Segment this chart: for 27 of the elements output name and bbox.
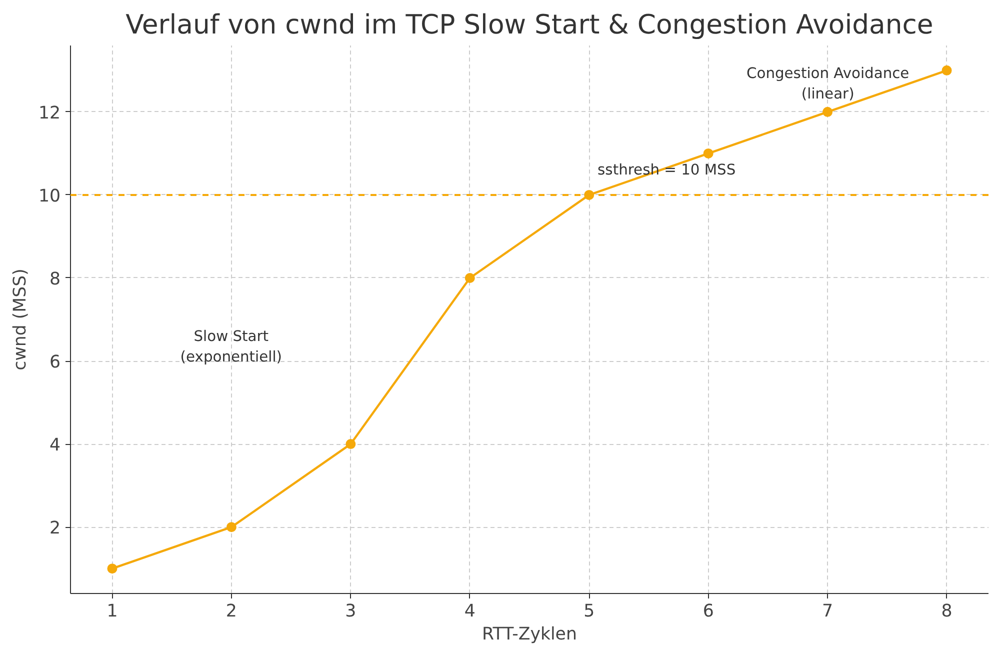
- point: [822, 106, 833, 117]
- y-tick-label: 10: [38, 186, 61, 206]
- annotation: Slow Start (exponentiell): [180, 328, 282, 366]
- y-tick-label: 2: [49, 518, 61, 539]
- y-tick-label: 8: [49, 269, 61, 290]
- y-tick-label: 4: [49, 436, 61, 456]
- point: [107, 564, 118, 574]
- x-tick-label: 7: [822, 602, 834, 622]
- y-axis-title: cwnd (MSS): [10, 268, 30, 370]
- chart-title: Verlauf von cwnd im TCP Slow Start & Congestion Avoidance: [126, 10, 934, 40]
- point: [226, 522, 236, 532]
- point: [346, 439, 356, 450]
- point: [703, 148, 714, 158]
- point: [942, 65, 952, 76]
- x-tick-label: 8: [941, 602, 952, 622]
- x-tick-label: 3: [345, 602, 356, 622]
- x-tick-label: 2: [226, 602, 237, 622]
- y-tick-label: 6: [49, 352, 61, 373]
- y-tick-label: 12: [38, 103, 61, 124]
- point: [464, 272, 475, 283]
- x-tick-label: 5: [584, 602, 595, 622]
- annotation: Congestion Avoidance (linear): [746, 65, 910, 103]
- annotation: ssthresh = 10 MSS: [598, 162, 736, 179]
- x-axis-title: RTT-Zyklen: [482, 624, 577, 644]
- x-tick-label: 4: [464, 602, 476, 622]
- x-tick-label: 6: [702, 602, 714, 622]
- x-tick-label: 1: [106, 602, 118, 622]
